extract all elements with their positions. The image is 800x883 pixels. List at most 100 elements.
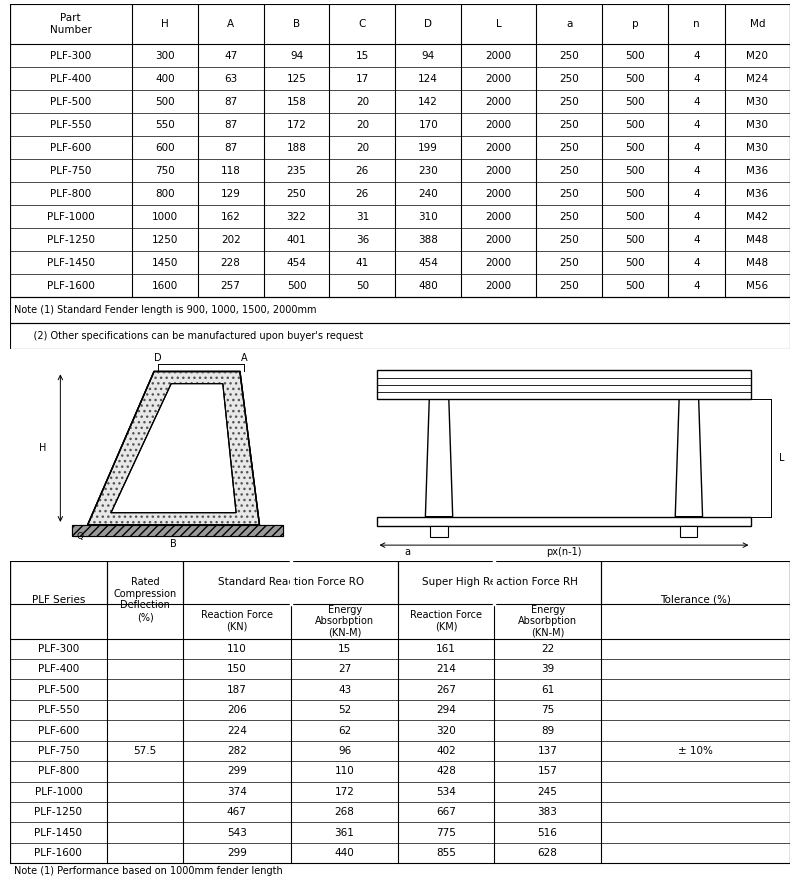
Bar [377,371,751,399]
Text: 4: 4 [693,96,700,107]
Text: 750: 750 [155,166,174,176]
Text: H: H [161,19,169,29]
Text: 250: 250 [559,235,579,245]
Text: a: a [566,19,573,29]
Text: p: p [632,19,638,29]
Text: 129: 129 [221,189,241,199]
Text: 600: 600 [155,142,174,153]
Text: 118: 118 [221,166,241,176]
Text: 1600: 1600 [152,281,178,291]
Text: 4: 4 [693,50,700,61]
Text: 22: 22 [541,644,554,653]
Text: PLF-1450: PLF-1450 [34,827,82,838]
Text: Tolerance (%): Tolerance (%) [661,594,731,605]
Text: M30: M30 [746,119,769,130]
Bar [680,526,698,537]
Text: Super High Reaction Force RH: Super High Reaction Force RH [422,577,578,587]
Text: 2000: 2000 [486,281,512,291]
Polygon shape [426,399,453,517]
Text: a: a [405,547,411,557]
Text: 240: 240 [418,189,438,199]
Text: 2000: 2000 [486,235,512,245]
Text: Rated
Compression
Deflection
(%): Rated Compression Deflection (%) [114,577,177,622]
Text: PLF-1600: PLF-1600 [34,848,82,858]
Text: 2000: 2000 [486,212,512,222]
Text: 282: 282 [227,746,246,756]
Text: PLF-400: PLF-400 [38,664,79,675]
Text: 310: 310 [418,212,438,222]
Text: PLF-550: PLF-550 [50,119,91,130]
Text: 15: 15 [356,50,369,61]
Text: 2000: 2000 [486,119,512,130]
Text: 361: 361 [334,827,354,838]
Text: 15: 15 [338,644,351,653]
Text: L: L [496,19,502,29]
Text: M24: M24 [746,73,769,84]
Text: 257: 257 [221,281,241,291]
Text: 4: 4 [693,212,700,222]
Text: M42: M42 [746,212,769,222]
Text: 61: 61 [541,684,554,695]
Text: 500: 500 [626,50,645,61]
Text: 57.5: 57.5 [134,746,157,756]
Text: 320: 320 [436,726,456,736]
Text: M36: M36 [746,166,769,176]
Text: 2000: 2000 [486,166,512,176]
Text: 628: 628 [538,848,558,858]
Text: M48: M48 [746,258,769,268]
Text: PLF-1250: PLF-1250 [34,807,82,818]
Text: 402: 402 [436,746,456,756]
Text: 52: 52 [338,706,351,715]
Text: 26: 26 [356,189,369,199]
Text: 157: 157 [538,766,558,776]
Text: 500: 500 [626,281,645,291]
Text: 4: 4 [693,189,700,199]
Text: 47: 47 [224,50,238,61]
Text: Energy
Absorbption
(KN-M): Energy Absorbption (KN-M) [518,605,577,638]
Text: 500: 500 [626,96,645,107]
Text: 294: 294 [436,706,456,715]
Text: 500: 500 [626,212,645,222]
Text: 87: 87 [224,96,238,107]
Text: 775: 775 [436,827,456,838]
Text: 2000: 2000 [486,73,512,84]
Text: 550: 550 [155,119,174,130]
Text: Md: Md [750,19,766,29]
Text: 214: 214 [436,664,456,675]
Text: PLF Series: PLF Series [32,594,85,605]
Text: 4: 4 [693,73,700,84]
Text: 170: 170 [418,119,438,130]
Text: PLF-600: PLF-600 [50,142,91,153]
Text: 299: 299 [227,766,246,776]
Text: 667: 667 [436,807,456,818]
Text: 4: 4 [693,166,700,176]
Text: 454: 454 [418,258,438,268]
Text: 428: 428 [436,766,456,776]
Text: 20: 20 [356,119,369,130]
Bar [10,4,790,297]
Text: D: D [154,353,162,364]
Text: 374: 374 [227,787,246,796]
Text: PLF-1000: PLF-1000 [47,212,94,222]
Text: L: L [778,453,784,463]
Text: 202: 202 [221,235,241,245]
Text: 4: 4 [693,281,700,291]
Text: n: n [693,19,700,29]
Text: 199: 199 [418,142,438,153]
Text: 500: 500 [626,166,645,176]
Text: 41: 41 [356,258,369,268]
Text: 250: 250 [559,281,579,291]
Text: B: B [170,539,177,549]
Text: 4: 4 [693,142,700,153]
Text: Note (1) Standard Fender length is 900, 1000, 1500, 2000mm: Note (1) Standard Fender length is 900, … [14,305,316,315]
Text: 500: 500 [626,142,645,153]
Text: 2000: 2000 [486,142,512,153]
Text: 63: 63 [224,73,238,84]
Text: 124: 124 [418,73,438,84]
Text: 137: 137 [538,746,558,756]
Text: 454: 454 [286,258,306,268]
Polygon shape [111,383,236,513]
Text: PLF-750: PLF-750 [38,746,79,756]
Text: 4: 4 [693,258,700,268]
Polygon shape [111,383,236,513]
